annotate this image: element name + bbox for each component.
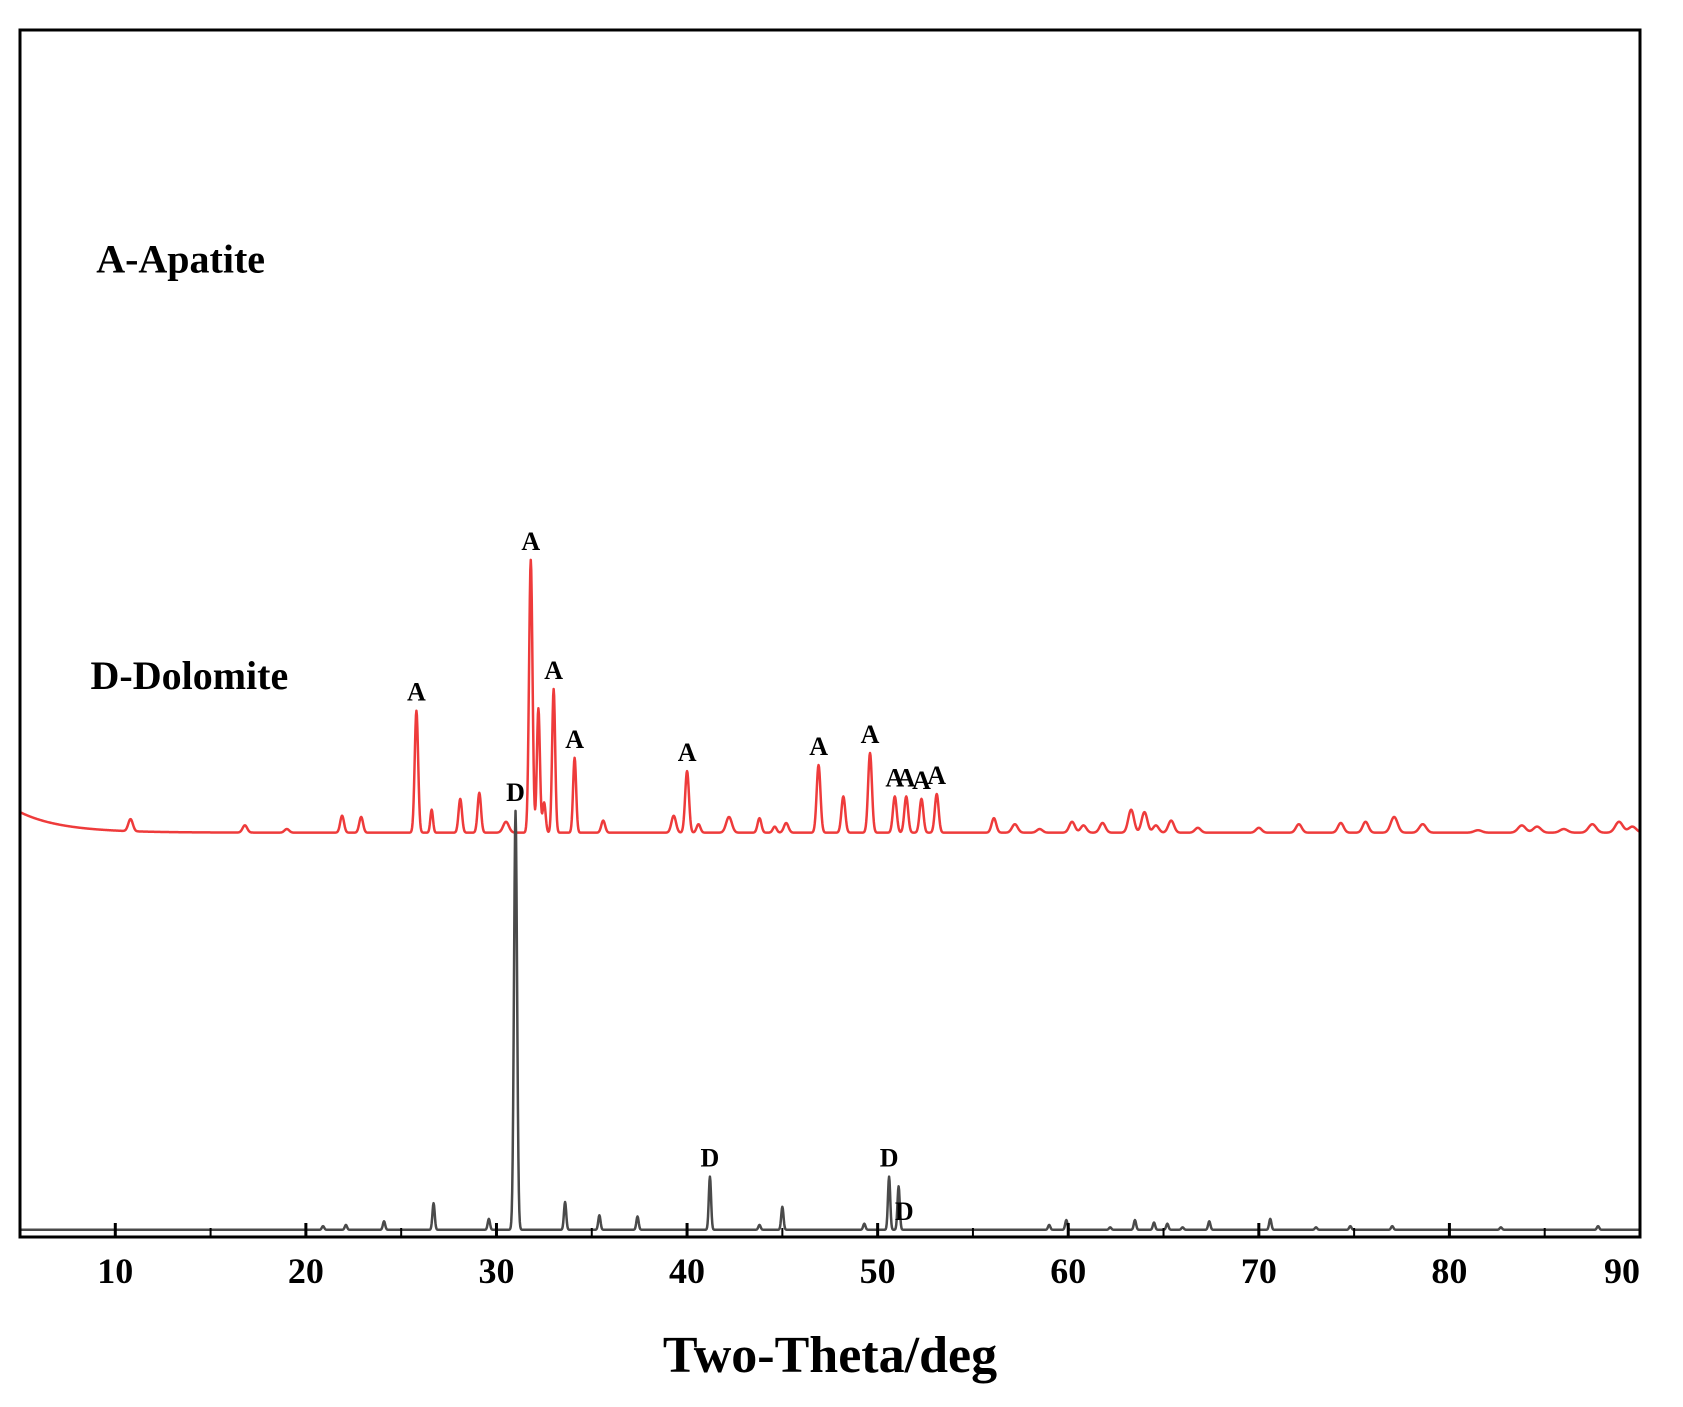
x-tick-label: 60 xyxy=(1050,1251,1086,1291)
x-tick-label: 40 xyxy=(669,1251,705,1291)
apatite-peak-label: A xyxy=(678,738,697,767)
dolomite-peak-label: D xyxy=(880,1144,899,1173)
x-tick-label: 50 xyxy=(860,1251,896,1291)
x-tick-label: 70 xyxy=(1241,1251,1277,1291)
apatite-peak-label: A xyxy=(521,527,540,556)
x-tick-label: 80 xyxy=(1431,1251,1467,1291)
plot-frame xyxy=(18,28,1642,1239)
apatite-peak-label: A xyxy=(407,678,426,707)
apatite-peak-label: A xyxy=(544,656,563,685)
dolomite-peak-label: D xyxy=(701,1144,720,1173)
series-annotation: A-Apatite xyxy=(96,237,265,282)
x-axis-title: Two-Theta/deg xyxy=(663,1327,997,1384)
apatite-series-line xyxy=(19,558,1641,834)
apatite-peak-label: A xyxy=(809,732,828,761)
series-annotation: D-Dolomite xyxy=(91,653,289,698)
apatite-peak-label: A xyxy=(565,725,584,754)
x-tick-label: 20 xyxy=(288,1251,324,1291)
x-tick-label: 10 xyxy=(97,1251,133,1291)
apatite-peak-label: A xyxy=(912,766,931,795)
apatite-peak-label: A xyxy=(897,763,916,792)
apatite-peak-label: A xyxy=(927,761,946,790)
x-tick-label: 30 xyxy=(478,1251,514,1291)
apatite-peak-label: A xyxy=(861,720,880,749)
x-tick-label: 90 xyxy=(1604,1251,1640,1291)
dolomite-peak-label: D xyxy=(506,778,525,807)
dolomite-peak-label: D xyxy=(895,1197,914,1226)
apatite-peak-label: A xyxy=(885,763,904,792)
x-axis-ticks: 10 20 30 40 50 60 70 80 90 xyxy=(19,1223,1642,1291)
dolomite-series-line xyxy=(19,809,1641,1232)
